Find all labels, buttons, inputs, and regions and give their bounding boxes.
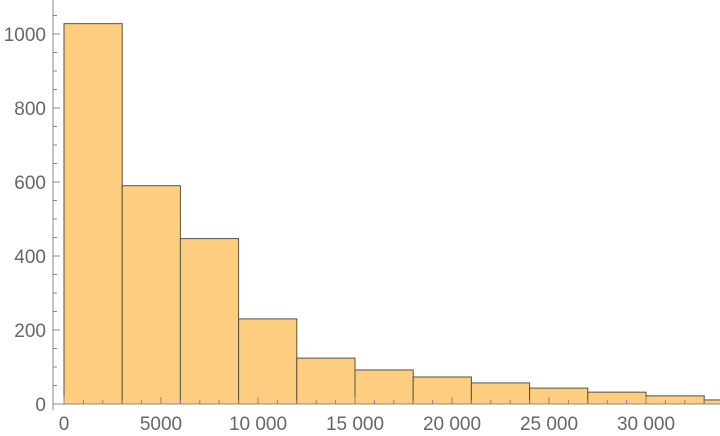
x-tick-label: 30 000	[617, 414, 675, 435]
y-tick-label: 200	[14, 321, 46, 342]
x-tick-label: 15 000	[326, 414, 384, 435]
y-tick-label: 400	[14, 247, 46, 268]
y-tick-label: 600	[14, 173, 46, 194]
x-tick-label: 0	[59, 414, 70, 435]
x-tick-label: 10 000	[229, 414, 287, 435]
histogram-bar	[179, 238, 240, 405]
histogram-bar	[412, 376, 472, 405]
x-tick-label: 25 000	[520, 414, 578, 435]
histogram-bar	[121, 185, 181, 405]
x-tick-label: 20 000	[423, 414, 481, 435]
histogram-bar	[63, 23, 123, 405]
x-tick-label: 5000	[140, 414, 182, 435]
histogram-bar	[645, 395, 705, 405]
histogram-bar	[703, 399, 720, 405]
histogram-bar	[470, 382, 531, 405]
histogram-bar	[238, 318, 298, 405]
histogram-bar	[529, 387, 589, 405]
histogram-bar	[354, 369, 414, 405]
y-tick-label: 800	[14, 99, 46, 120]
y-tick-label: 1000	[4, 25, 46, 46]
histogram-bar	[587, 391, 647, 405]
y-tick-label: 0	[35, 395, 46, 416]
histogram-bar	[296, 357, 356, 405]
